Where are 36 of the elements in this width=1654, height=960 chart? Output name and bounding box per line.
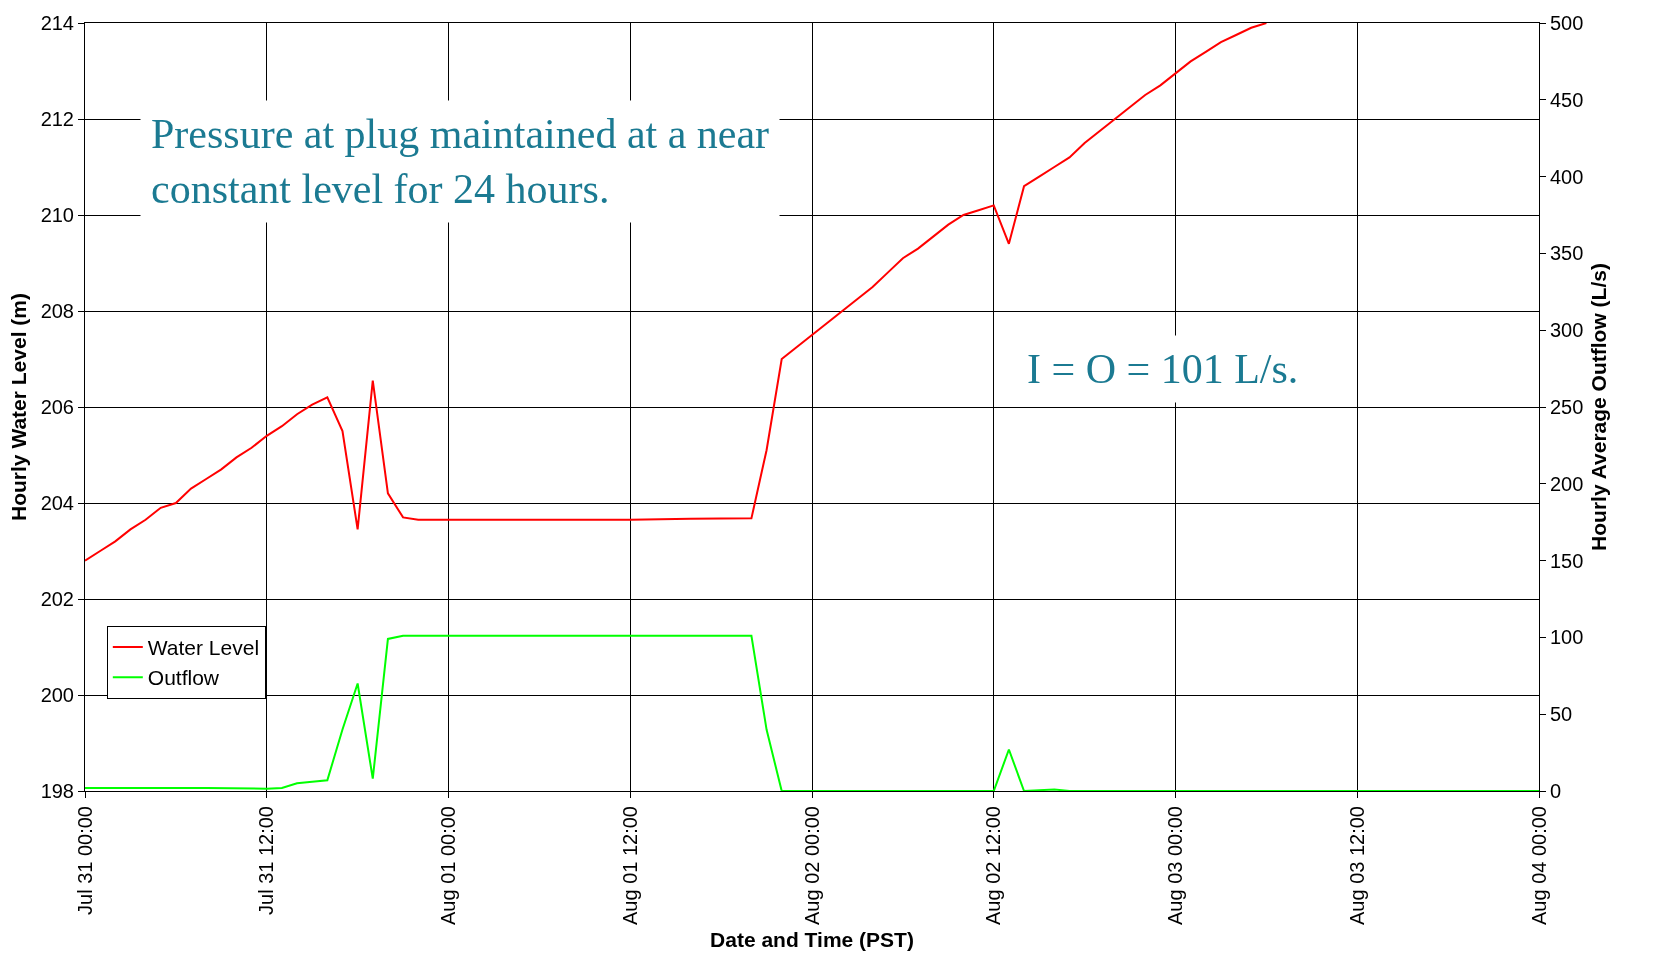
y2-tick-label: 450 xyxy=(1550,88,1584,111)
y2-tick-label: 100 xyxy=(1550,626,1584,649)
x-axis-title: Date and Time (PST) xyxy=(710,928,914,952)
y-tick-label: 214 xyxy=(40,12,74,34)
x-tick-label: Aug 03 12:00 xyxy=(1345,806,1368,925)
y-axis-title: Hourly Water Level (m) xyxy=(6,293,30,521)
y2-tick-label: 300 xyxy=(1550,319,1584,342)
legend-label: Water Level xyxy=(147,636,260,660)
legend-label: Outflow xyxy=(147,666,220,690)
y-tick-label: 212 xyxy=(40,108,74,130)
y-tick-label: 204 xyxy=(40,492,74,514)
y2-tick-label: 200 xyxy=(1550,472,1584,495)
y2-tick-label: 0 xyxy=(1550,780,1562,802)
annotation: Pressure at plug maintained at a near constant level for 24 hours. xyxy=(151,111,770,212)
y2-tick-label: 400 xyxy=(1550,165,1584,188)
y2-tick-label: 350 xyxy=(1550,242,1584,265)
x-tick-label: Aug 02 12:00 xyxy=(982,806,1005,925)
y2-tick-label: 150 xyxy=(1550,549,1584,572)
y-tick-label: 198 xyxy=(40,780,74,802)
y2-tick-label: 500 xyxy=(1550,12,1584,34)
y-tick-label: 202 xyxy=(40,588,74,610)
y2-tick-label: 250 xyxy=(1550,396,1584,418)
x-tick-label: Aug 04 00:00 xyxy=(1527,806,1550,925)
annotation: I = O = 101 L/s. xyxy=(1027,346,1299,392)
y-tick-label: 200 xyxy=(40,684,74,706)
y-tick-label: 206 xyxy=(40,396,74,418)
y-tick-label: 210 xyxy=(40,204,74,226)
x-tick-label: Aug 03 00:00 xyxy=(1164,806,1186,925)
y-tick-label: 208 xyxy=(40,300,74,322)
x-tick-label: Aug 01 00:00 xyxy=(437,806,459,925)
y2-axis-title: Hourly Average Outflow (L/s) xyxy=(1586,263,1610,551)
x-tick-label: Jul 31 12:00 xyxy=(255,806,278,915)
x-tick-label: Jul 31 00:00 xyxy=(73,806,96,915)
x-tick-label: Aug 02 00:00 xyxy=(800,806,823,925)
x-tick-label: Aug 01 12:00 xyxy=(618,806,641,925)
y2-tick-label: 50 xyxy=(1550,703,1573,726)
